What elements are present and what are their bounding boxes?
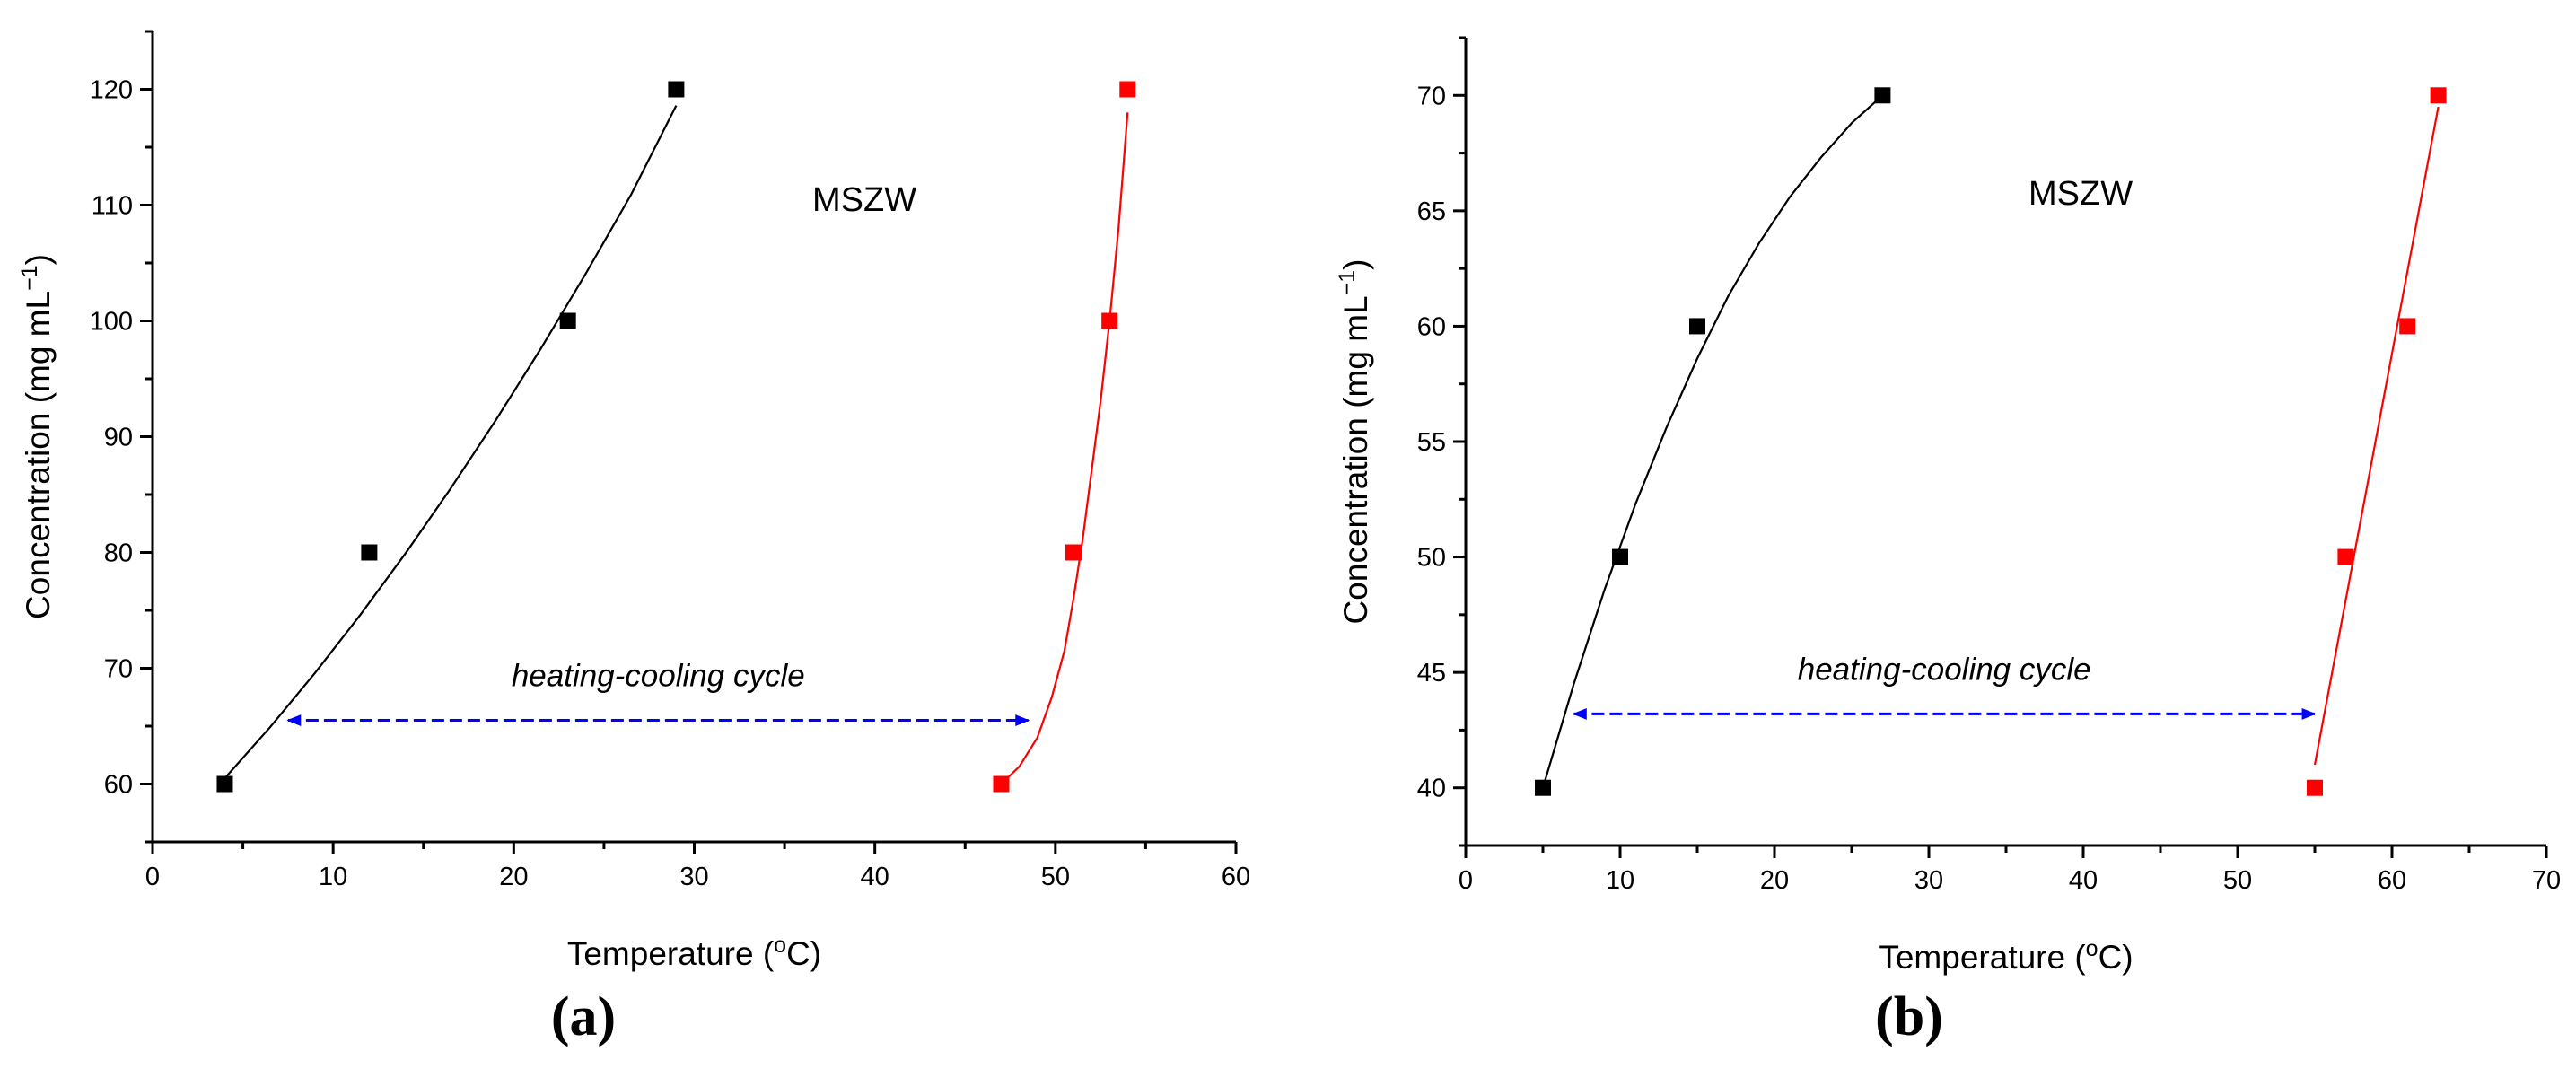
y-axis-title: Concentration (mg mL−1): [1335, 259, 1374, 625]
y-axis-title-text: Concentration (mg mL: [20, 291, 57, 619]
x-axis-title-suffix: C): [2098, 939, 2134, 976]
data-point-black: [216, 775, 233, 793]
x-tick-label: 40: [2069, 866, 2098, 895]
y-tick-label: 110: [92, 192, 133, 221]
y-tick-label: 70: [1417, 82, 1446, 110]
x-tick-label: 60: [1222, 863, 1250, 891]
data-point-black: [668, 81, 685, 98]
data-point-black: [361, 544, 378, 561]
data-point-red: [993, 775, 1010, 793]
y-tick-label: 40: [1417, 775, 1446, 803]
y-axis-title-suffix: ): [1337, 259, 1374, 270]
data-point-black: [1535, 779, 1551, 796]
fit-line-black: [223, 105, 678, 779]
x-tick-label: 30: [1914, 866, 1943, 895]
x-tick-label: 10: [319, 863, 347, 891]
cycle-label: heating-cooling cycle: [512, 659, 805, 694]
x-tick-label: 20: [499, 863, 528, 891]
fit-line-red: [1000, 112, 1129, 785]
mszw-annotation: MSZW: [812, 181, 916, 219]
y-axis-title-suffix: ): [20, 254, 57, 265]
data-point-red: [2337, 548, 2354, 565]
mszw-annotation: MSZW: [2028, 175, 2133, 213]
y-tick-label: 60: [1417, 312, 1446, 341]
y-tick-label: 70: [104, 655, 133, 684]
y-tick-label: 65: [1417, 197, 1446, 226]
x-tick-label: 50: [1041, 863, 1070, 891]
data-point-black: [1689, 318, 1705, 335]
y-axis-title: Concentration (mg mL−1): [17, 254, 57, 619]
data-point-red: [1101, 312, 1118, 329]
y-axis-title-sup: −1: [1335, 270, 1360, 296]
x-tick-label: 50: [2223, 866, 2252, 895]
chart-panel-a: 0 10 20 30 40 50 60 60 70 80 90 100 110 120 Temperatur…: [17, 30, 1250, 1047]
x-tick-label: 70: [2532, 866, 2561, 895]
x-axis-title: Temperature (oC): [567, 933, 821, 972]
fit-line-black: [1541, 94, 1884, 789]
x-axis-title-sup: o: [774, 933, 786, 958]
data-point-red: [2430, 87, 2447, 104]
x-tick-label: 30: [679, 863, 708, 891]
y-axis-title-text: Concentration (mg mL: [1337, 295, 1374, 624]
y-axis-title-sup: −1: [17, 265, 42, 291]
x-axis-title-suffix: C): [786, 935, 821, 972]
y-tick-label: 60: [104, 771, 133, 800]
chart-b: 0 10 20 30 40 50 60 70 40 45 50 55 60 65 70 Temperature…: [1335, 36, 2561, 976]
x-axis-title-text: Temperature (: [1879, 939, 2086, 976]
data-point-red: [1119, 81, 1136, 98]
x-tick-label: 20: [1760, 866, 1789, 895]
y-tick-label: 120: [90, 76, 133, 105]
y-tick-label: 100: [90, 308, 133, 337]
x-tick-label: 0: [145, 863, 160, 891]
data-point-black: [559, 312, 576, 329]
x-tick-label: 0: [1459, 866, 1473, 895]
x-tick-label: 60: [2378, 866, 2406, 895]
y-tick-label: 45: [1417, 659, 1446, 688]
y-tick-label: 55: [1417, 428, 1446, 457]
y-tick-label: 90: [104, 424, 133, 452]
x-axis-title-sup: o: [2086, 936, 2098, 961]
cycle-label: heating-cooling cycle: [1798, 652, 2091, 687]
data-point-black: [1612, 548, 1628, 565]
chart-a: 0 10 20 30 40 50 60 60 70 80 90 100 110 120 Temperatur…: [17, 30, 1250, 972]
x-axis-title: Temperature (oC): [1879, 936, 2133, 976]
x-axis-title-text: Temperature (: [567, 935, 775, 972]
x-tick-label: 40: [861, 863, 889, 891]
panel-label-b: (b): [1875, 986, 1943, 1047]
y-tick-label: 80: [104, 539, 133, 568]
y-tick-label: 50: [1417, 544, 1446, 573]
x-tick-label: 10: [1606, 866, 1634, 895]
data-point-red: [2307, 779, 2323, 796]
data-point-red: [2399, 318, 2416, 335]
data-point-black: [1874, 87, 1891, 104]
fit-line-red: [2313, 106, 2440, 766]
panel-label-a: (a): [550, 986, 617, 1047]
data-point-red: [1065, 544, 1082, 561]
chart-panel-b: 0 10 20 30 40 50 60 70 40 45 50 55 60 65 70 Temperature…: [1288, 0, 2576, 1069]
